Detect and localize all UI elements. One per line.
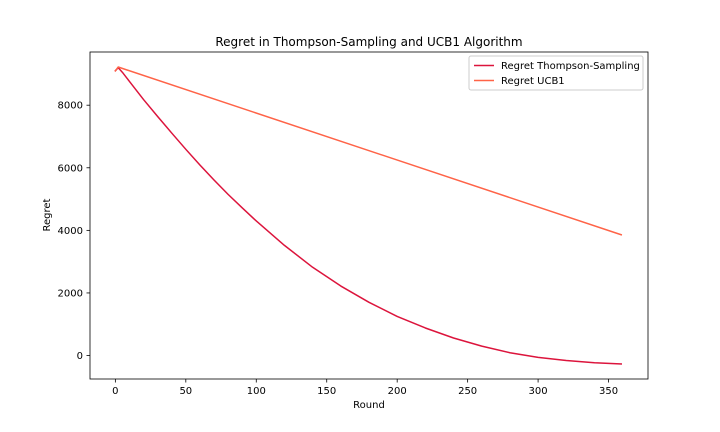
x-tick-label: 50	[179, 386, 192, 397]
series-line-thompson-sampling	[114, 66, 623, 365]
x-tick-label: 250	[458, 386, 477, 397]
series-line-ucb1	[114, 66, 623, 236]
y-tick-label: 2000	[58, 288, 83, 299]
x-tick-label: 100	[247, 386, 266, 397]
plot-frame	[89, 51, 649, 380]
x-axis-label: Round	[353, 400, 385, 411]
x-tick-label: 200	[388, 386, 407, 397]
x-tick-label: 350	[599, 386, 618, 397]
chart-title: Regret in Thompson-Sampling and UCB1 Alg…	[215, 35, 522, 49]
legend-label-thompson: Regret Thompson-Sampling	[501, 61, 640, 72]
y-tick-label: 0	[77, 351, 83, 362]
y-tick-label: 8000	[58, 101, 83, 112]
plot-lines	[114, 66, 623, 365]
y-axis-label: Regret	[42, 198, 53, 231]
x-axis-ticks: 0 50 100 150 200 250 300 350	[112, 379, 618, 397]
x-tick-label: 150	[317, 386, 336, 397]
y-tick-label: 4000	[58, 226, 83, 237]
x-tick-label: 300	[529, 386, 548, 397]
legend-label-ucb1: Regret UCB1	[501, 76, 565, 87]
legend-box	[468, 55, 644, 91]
y-tick-label: 6000	[58, 163, 83, 174]
x-tick-label: 0	[112, 386, 118, 397]
y-axis-ticks: 0 2000 4000 6000 8000	[58, 101, 90, 362]
legend: Regret Thompson-Sampling Regret UCB1	[468, 55, 644, 91]
